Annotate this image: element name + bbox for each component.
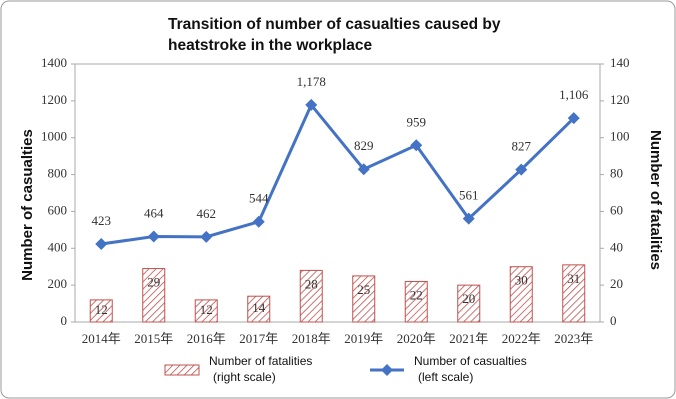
legend-label: Number of casualties <box>414 354 527 368</box>
x-tick-label: 2020年 <box>397 331 436 346</box>
y2-tick-label: 80 <box>610 166 623 181</box>
bar <box>352 275 376 323</box>
bar-label: 22 <box>410 287 423 302</box>
y-axis-label: Number of casualties <box>19 129 36 281</box>
x-tick-label: 2018年 <box>292 331 331 346</box>
data-label: 544 <box>249 191 269 206</box>
legend-note: (right scale) <box>213 370 276 384</box>
marker <box>252 215 265 228</box>
data-label: 959 <box>407 114 427 129</box>
marker <box>305 98 318 111</box>
x-tick-label: 2021年 <box>449 331 488 346</box>
data-label: 464 <box>144 205 164 220</box>
x-tick-label: 2017年 <box>239 331 278 346</box>
y2-tick-label: 60 <box>610 202 623 217</box>
x-tick-label: 2019年 <box>344 331 383 346</box>
bar-label: 12 <box>200 302 213 317</box>
bar <box>299 269 323 323</box>
marker <box>567 112 580 125</box>
y2-axis-label: Number of fatalities <box>647 130 664 270</box>
marker <box>410 139 423 152</box>
bar <box>247 295 271 323</box>
y-tick-label: 1200 <box>41 92 67 107</box>
data-label: 462 <box>197 206 217 221</box>
data-label: 829 <box>354 138 374 153</box>
plot-area <box>74 63 601 323</box>
data-label: 1,106 <box>559 87 589 102</box>
marker <box>147 230 160 243</box>
y2-tick-label: 40 <box>610 239 623 254</box>
bar <box>194 299 218 323</box>
legend-label: Number of fatalities <box>209 354 312 368</box>
bar-label: 20 <box>462 291 475 306</box>
legend-marker <box>381 364 393 376</box>
marker <box>95 238 108 251</box>
data-label: 561 <box>459 188 479 203</box>
marker <box>357 163 370 176</box>
bar-label: 25 <box>357 282 370 297</box>
y2-tick-label: 0 <box>610 313 617 328</box>
y-tick-label: 600 <box>48 202 68 217</box>
bar <box>457 284 481 323</box>
x-tick-label: 2015年 <box>134 331 173 346</box>
bar <box>404 280 428 323</box>
bar-label: 14 <box>252 300 266 315</box>
y2-tick-label: 140 <box>610 55 630 70</box>
bar-label: 30 <box>515 273 528 288</box>
y2-tick-label: 20 <box>610 276 623 291</box>
bar-label: 31 <box>567 271 580 286</box>
chart-title: Transition of number of casualties cause… <box>168 16 501 54</box>
x-tick-label: 2023年 <box>554 331 593 346</box>
y-tick-label: 200 <box>48 276 68 291</box>
data-label: 1,178 <box>297 74 326 89</box>
legend-note: (left scale) <box>418 370 473 384</box>
marker <box>515 163 528 176</box>
bar <box>562 264 586 323</box>
x-tick-label: 2016年 <box>187 331 226 346</box>
marker <box>200 230 213 243</box>
y2-tick-label: 100 <box>610 129 630 144</box>
bar <box>89 299 113 323</box>
data-label: 827 <box>512 139 532 154</box>
data-label: 423 <box>92 213 112 228</box>
bar <box>142 268 166 323</box>
bar-label: 28 <box>305 276 318 291</box>
x-tick-label: 2022年 <box>502 331 541 346</box>
y-tick-label: 0 <box>61 313 68 328</box>
x-tick-label: 2014年 <box>82 331 121 346</box>
bar <box>509 266 533 323</box>
y-tick-label: 800 <box>48 166 68 181</box>
bar-label: 29 <box>147 275 160 290</box>
y-tick-label: 1000 <box>41 129 67 144</box>
legend-swatch <box>164 364 200 376</box>
line <box>101 102 575 246</box>
y-tick-label: 1400 <box>41 55 67 70</box>
bar-label: 12 <box>95 302 108 317</box>
marker <box>462 212 475 225</box>
y2-tick-label: 120 <box>610 92 630 107</box>
y-tick-label: 400 <box>48 239 68 254</box>
